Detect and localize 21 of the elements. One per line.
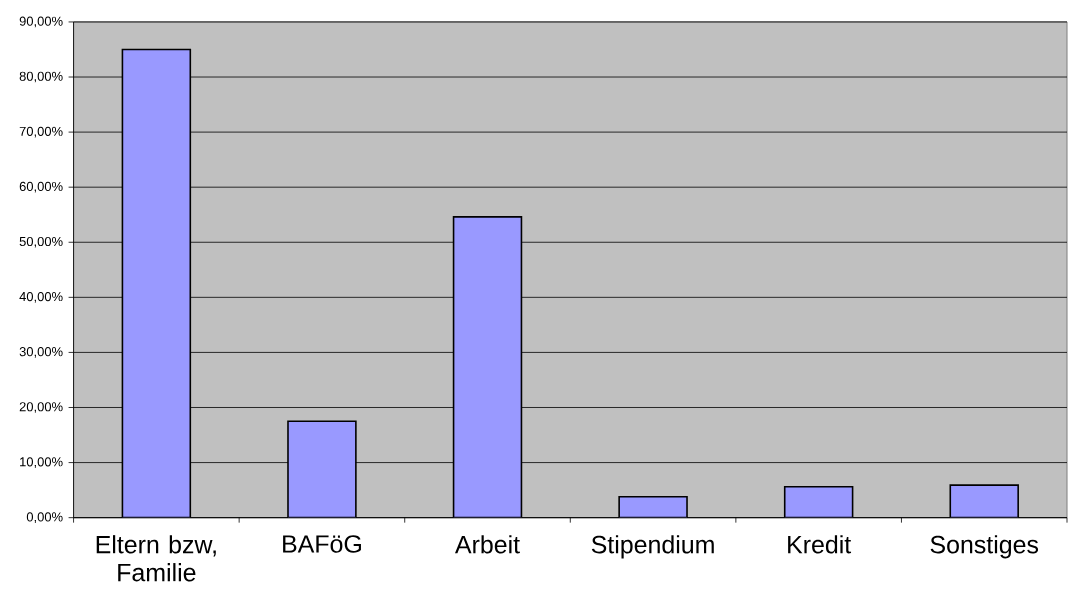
x-tick-label: BAFöG bbox=[283, 534, 361, 553]
y-tick-label: 90,00% bbox=[19, 16, 63, 28]
y-tick-label: 80,00% bbox=[19, 71, 63, 83]
bar bbox=[783, 485, 854, 518]
bar bbox=[452, 215, 523, 518]
x-tick-label: Stipendium bbox=[591, 534, 714, 559]
y-tick-label: 40,00% bbox=[19, 291, 63, 303]
x-tick-label: Kredit bbox=[788, 534, 852, 554]
bar bbox=[287, 420, 357, 518]
y-tick-label: 30,00% bbox=[19, 346, 63, 358]
x-tick-label: Sonstiges bbox=[930, 534, 1039, 559]
x-tick-label: Eltern bzw, Familie bbox=[96, 534, 216, 582]
y-tick-label: 10,00% bbox=[20, 457, 63, 468]
bar bbox=[949, 484, 1019, 518]
y-tick-label: 0,00% bbox=[26, 512, 63, 523]
y-tick-label: 70,00% bbox=[19, 126, 63, 138]
y-tick-label: 50,00% bbox=[19, 236, 63, 248]
y-tick-label: 20,00% bbox=[19, 401, 63, 413]
bar bbox=[121, 48, 192, 518]
x-tick-label: Arbeit bbox=[454, 534, 520, 554]
y-tick-label: 60,00% bbox=[19, 181, 63, 193]
